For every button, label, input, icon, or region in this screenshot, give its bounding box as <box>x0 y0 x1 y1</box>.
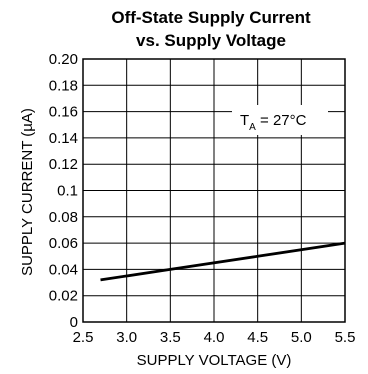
y-tick-label: 0.06 <box>49 235 78 252</box>
y-tick-label: 0.18 <box>49 77 78 94</box>
y-tick-label: 0.14 <box>49 130 78 147</box>
x-axis-label: SUPPLY VOLTAGE (V) <box>137 352 292 369</box>
x-tick-label: 2.5 <box>73 329 94 346</box>
y-axis-label-suffix: ) <box>19 108 36 113</box>
y-axis-label-prefix: SUPPLY CURRENT ( <box>19 132 36 276</box>
y-tick-label: 0.16 <box>49 104 78 121</box>
x-tick-label: 4.5 <box>247 329 268 346</box>
series-layer <box>101 243 346 280</box>
y-tick-label: 0.04 <box>49 261 78 278</box>
y-tick-label: 0.02 <box>49 288 78 305</box>
series-line-0 <box>101 243 346 280</box>
y-tick-label: 0.12 <box>49 156 78 173</box>
annotation-suffix: = 27°C <box>256 112 307 129</box>
x-tick-label: 4.0 <box>204 329 225 346</box>
x-tick-label: 3.5 <box>160 329 181 346</box>
y-tick-labels: 00.020.040.060.080.10.120.140.160.180.20 <box>49 51 78 331</box>
y-tick-label: 0.08 <box>49 209 78 226</box>
chart-subtitle: vs. Supply Voltage <box>136 31 286 50</box>
y-tick-label: 0.1 <box>57 183 78 200</box>
x-tick-label: 5.0 <box>291 329 312 346</box>
x-tick-label: 5.5 <box>335 329 356 346</box>
x-tick-labels: 2.5 3.0 3.5 4.0 4.5 5.0 5.5 <box>73 329 356 346</box>
annotation-prefix: T <box>240 112 249 129</box>
y-axis-label: SUPPLY CURRENT (µA) <box>19 108 36 276</box>
x-tick-label: 3.0 <box>116 329 137 346</box>
y-axis-label-unit: µA <box>19 113 36 132</box>
chart-title: Off-State Supply Current <box>111 8 311 27</box>
y-tick-label: 0.20 <box>49 51 78 68</box>
grid <box>83 59 345 322</box>
